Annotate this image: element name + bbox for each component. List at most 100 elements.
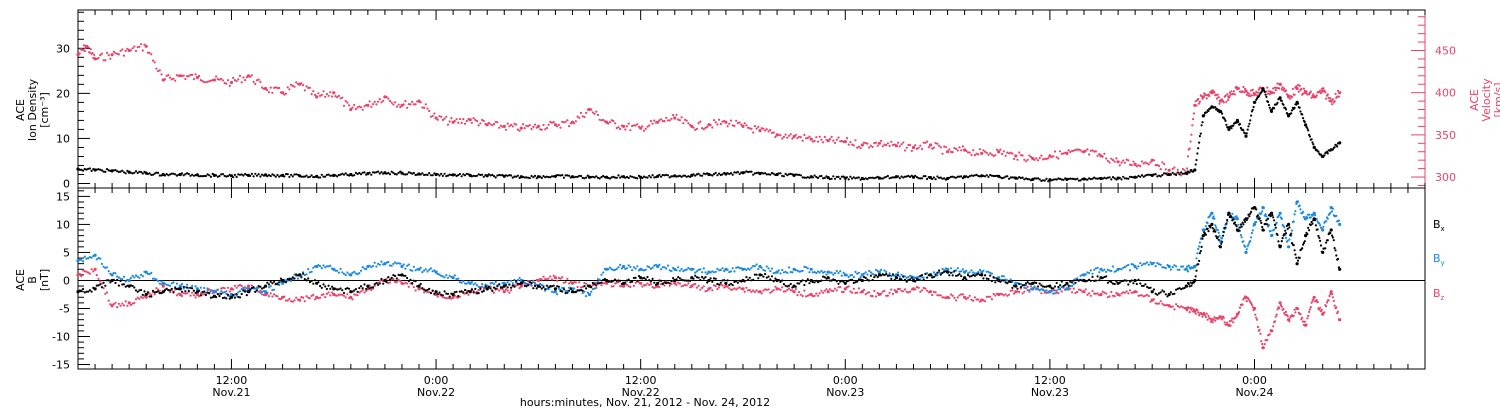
density-point — [1221, 112, 1224, 115]
velocity-point — [729, 119, 733, 122]
by-point — [78, 258, 81, 261]
bx-point — [1292, 244, 1295, 247]
by-point — [269, 285, 272, 288]
bx-point — [762, 275, 765, 278]
by-point — [835, 269, 838, 273]
bz-point — [1094, 292, 1097, 295]
by-point — [854, 270, 857, 273]
by-point — [140, 273, 143, 276]
density-point — [394, 173, 397, 176]
bz-point — [951, 294, 954, 297]
bz-point — [436, 295, 439, 298]
by-point — [665, 267, 668, 270]
bz-point — [1323, 311, 1326, 314]
bz-point — [1217, 317, 1220, 320]
by-point — [985, 270, 988, 273]
by-point — [1055, 291, 1058, 294]
bx-point — [1210, 222, 1214, 226]
bx-point — [506, 286, 509, 289]
density-point — [387, 171, 390, 175]
bx-point — [378, 282, 381, 285]
bz-point — [1258, 328, 1261, 331]
density-point — [794, 173, 797, 176]
velocity-point — [1176, 168, 1179, 171]
velocity-point — [358, 105, 361, 108]
bx-point — [769, 278, 772, 281]
density-point — [1244, 132, 1247, 135]
by-point — [903, 275, 907, 278]
by-point — [856, 272, 859, 275]
bz-point — [926, 289, 929, 292]
bz-point — [574, 281, 578, 284]
bz-point — [1052, 289, 1055, 292]
by-point — [97, 256, 100, 260]
density-point — [169, 173, 172, 176]
bz-point — [542, 275, 545, 278]
velocity-point — [1295, 85, 1298, 88]
velocity-point — [78, 52, 81, 55]
velocity-point — [370, 105, 373, 108]
bx-point — [249, 288, 252, 291]
velocity-point — [1072, 149, 1075, 152]
bx-point — [748, 276, 751, 279]
velocity-point — [828, 138, 832, 141]
density-point — [259, 175, 262, 178]
bx-point — [1294, 253, 1297, 256]
bz-point — [1125, 290, 1128, 293]
bz-point — [312, 293, 315, 296]
bx-point — [242, 289, 245, 292]
density-point — [716, 174, 719, 177]
velocity-point — [769, 128, 772, 132]
bx-point — [915, 277, 919, 280]
density-point — [1230, 127, 1233, 130]
density-point — [922, 175, 925, 178]
bz-point — [750, 290, 753, 293]
bx-point — [767, 275, 770, 278]
velocity-point — [390, 101, 393, 104]
density-point — [665, 173, 668, 176]
by-point — [1084, 273, 1087, 276]
density-point — [1323, 154, 1326, 157]
bx-point — [680, 278, 683, 281]
velocity-point — [228, 84, 231, 87]
density-point — [1028, 178, 1031, 181]
density-point — [392, 171, 395, 174]
velocity-point — [1164, 168, 1167, 171]
velocity-point — [271, 91, 274, 94]
by-point — [1105, 270, 1108, 273]
bz-point — [762, 289, 765, 292]
density-point — [536, 175, 541, 179]
by-point — [845, 274, 849, 277]
by-point — [890, 274, 893, 277]
density-point — [204, 174, 207, 178]
bx-point — [772, 280, 775, 283]
density-point — [1105, 177, 1108, 180]
velocity-point — [1038, 156, 1041, 160]
by-point — [155, 278, 158, 281]
by-point — [421, 271, 424, 274]
velocity-point — [1142, 162, 1145, 165]
velocity-point — [651, 122, 654, 125]
bx-point — [388, 278, 392, 281]
bx-point — [140, 288, 143, 292]
velocity-point — [762, 127, 765, 130]
density-point — [539, 175, 542, 178]
bz-point — [1230, 319, 1233, 322]
density-point — [310, 174, 313, 177]
bx-point — [310, 279, 313, 283]
velocity-point — [1283, 87, 1286, 90]
by-point — [752, 264, 755, 268]
bz-point — [1284, 310, 1288, 313]
velocity-point — [475, 119, 479, 123]
by-point — [216, 288, 219, 291]
bz-point — [769, 291, 772, 294]
bx-point — [138, 289, 141, 292]
density-point — [636, 177, 639, 180]
velocity-point — [765, 128, 768, 131]
bx-point — [1244, 220, 1247, 223]
bx-point — [1021, 284, 1024, 287]
bz-point — [97, 277, 100, 280]
by-point — [417, 267, 421, 271]
bx-point — [1200, 245, 1203, 248]
velocity-point — [1059, 150, 1062, 153]
